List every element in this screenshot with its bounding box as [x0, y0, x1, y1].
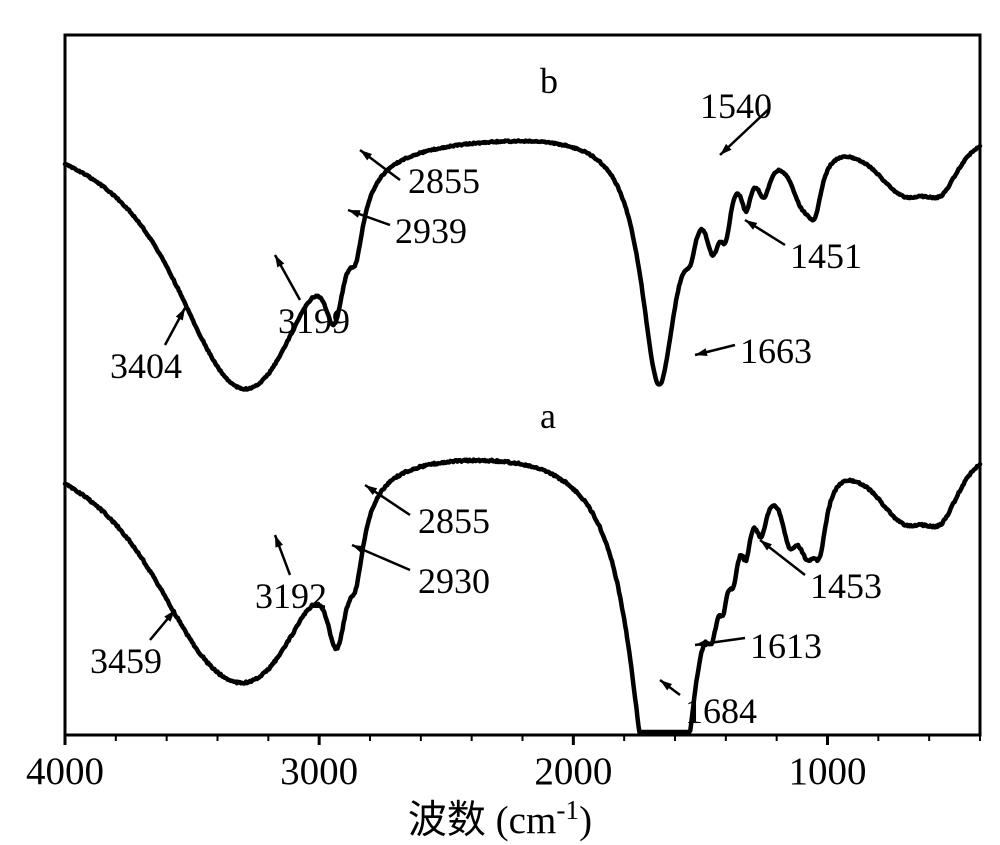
x-axis-label-suffix: ) — [579, 799, 592, 842]
x-axis-label-text: 波数 (cm — [408, 799, 556, 842]
x-axis-label: 波数 (cm-1) — [0, 789, 1000, 845]
x-tick-label: 4000 — [15, 749, 115, 794]
x-tick-label: 2000 — [523, 749, 623, 794]
x-axis-label-super: -1 — [556, 795, 579, 825]
chart-container: b1540285529391451319934041663a2855293031… — [0, 0, 1000, 835]
x-tick-label: 1000 — [778, 749, 878, 794]
ir-spectrum-chart — [0, 0, 1000, 835]
x-tick-label: 3000 — [269, 749, 369, 794]
